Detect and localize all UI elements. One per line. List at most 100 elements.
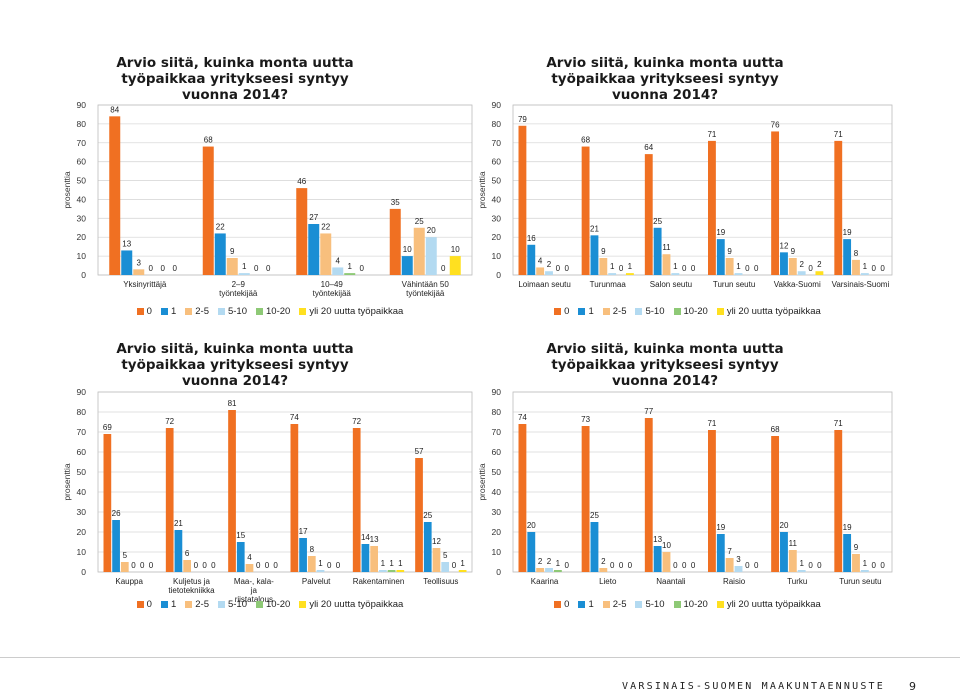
data-label: 20 [427,226,436,235]
legend-item: 1 [578,599,594,610]
bar [226,258,238,275]
data-label: 4 [538,256,543,265]
bar [449,256,461,275]
data-label: 72 [352,417,361,426]
data-label: 1 [460,559,465,568]
chart-panel-1: Arvio siitä, kuinka monta uutta työpaikk… [60,55,480,325]
legend-item: 1 [578,306,594,317]
bar [843,534,852,572]
data-label: 74 [290,413,299,422]
y-tick-label: 90 [77,387,87,397]
y-tick-label: 70 [77,138,87,148]
data-label: 16 [527,234,536,243]
bar [236,542,245,572]
data-label: 35 [391,198,400,207]
legend: 0 1 2-5 5-10 10-20 yli 20 uutta työpaikkaa [475,306,900,317]
legend-swatch [635,601,643,608]
x-tick-label: Loimaan seutu [518,280,570,289]
data-label: 19 [843,228,852,237]
data-label: 68 [581,136,590,145]
legend-label: 5-10 [227,599,247,610]
bar [425,237,437,275]
y-axis-label: prosenttia [62,463,72,501]
bar [860,273,869,275]
data-label: 9 [791,247,796,256]
bar [797,271,806,275]
data-label: 9 [601,247,606,256]
bar [133,269,145,275]
y-tick-label: 50 [492,467,502,477]
legend-label: 5-10 [227,306,247,317]
x-tick-label: Maa-, kala-ja riistatalous [234,577,274,604]
data-label: 0 [628,561,633,570]
plot-frame [512,104,893,276]
data-label: 2 [799,260,804,269]
footer-divider [0,657,960,658]
data-label: 0 [194,561,199,570]
data-label: 0 [880,561,885,570]
data-label: 10 [451,245,460,254]
legend-item: 5-10 [635,306,665,317]
bar [458,570,467,572]
bar [202,146,214,275]
data-label: 12 [780,241,789,250]
y-tick-label: 0 [496,567,501,577]
bar [308,224,320,275]
legend-item: 10-20 [673,599,708,610]
chart-panel-3: Arvio siitä, kuinka monta uutta työpaikk… [60,341,480,616]
data-label: 1 [242,262,247,271]
legend-label: 1 [588,599,594,610]
bar [183,560,191,572]
data-label: 2 [547,260,552,269]
data-label: 1 [673,262,678,271]
legend-item: 10-20 [256,306,290,317]
chart-title: Arvio siitä, kuinka monta uutta työpaikk… [116,55,354,103]
data-label: 2 [547,557,552,566]
data-label: 11 [789,539,798,548]
data-label: 3 [736,555,741,564]
data-label: 21 [590,224,599,233]
legend-swatch [185,308,193,315]
data-label: 46 [297,177,306,186]
chart-title: Arvio siitä, kuinka monta uutta työpaikk… [546,55,784,103]
legend-swatch [299,308,307,315]
data-label: 19 [716,228,725,237]
legend-label: 10-20 [266,306,291,317]
bar [852,554,860,572]
bar [815,271,824,275]
data-label: 77 [644,407,653,416]
y-tick-label: 10 [492,547,502,557]
data-label: 0 [808,561,813,570]
legend-swatch [256,601,263,608]
legend-swatch [602,308,610,315]
legend-label: 5-10 [645,306,665,317]
legend-item: 0 [136,599,152,610]
legend-item: 0 [136,306,152,317]
plot-frame [512,391,893,573]
data-label: 0 [682,264,687,273]
bar [780,252,788,275]
chart-title: Arvio siitä, kuinka monta uutta työpaikk… [546,341,784,389]
legend-label: 10-20 [266,599,291,610]
bar [834,430,843,572]
legend-swatch [160,308,168,315]
x-tick-label: Raisio [723,577,746,586]
data-label: 1 [318,559,323,568]
x-tick-label: 10–49 työntekijää [313,280,352,298]
data-label: 0 [565,561,570,570]
data-label: 0 [149,561,154,570]
y-tick-label: 80 [77,407,87,417]
y-tick-label: 40 [77,487,87,497]
bar [332,267,344,275]
legend-swatch [716,601,724,608]
legend-label: 0 [146,306,152,317]
y-tick-label: 90 [77,100,87,110]
bar [644,418,653,572]
bar [527,244,536,275]
y-tick-label: 50 [492,176,502,186]
x-tick-label: Lieto [599,577,617,586]
legend-label: 1 [170,306,177,317]
bar [174,530,183,572]
data-label: 0 [619,264,624,273]
